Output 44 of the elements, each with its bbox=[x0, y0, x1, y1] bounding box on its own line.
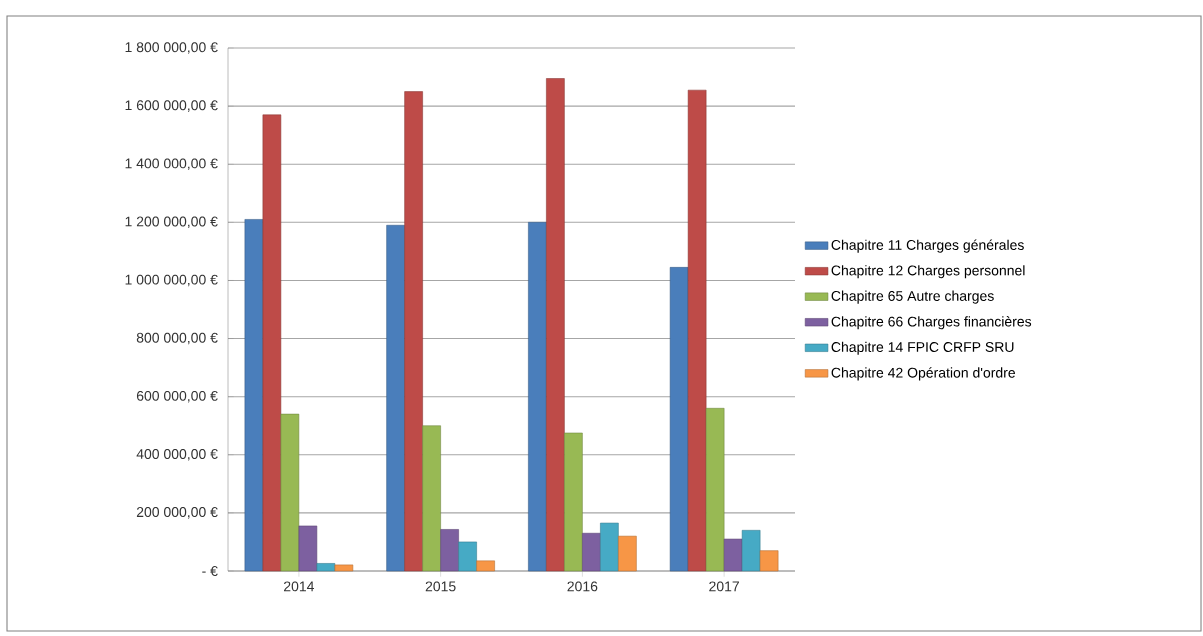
bar bbox=[244, 219, 264, 572]
legend-label: Chapitre 11 Charges générales bbox=[831, 239, 1024, 253]
bar bbox=[705, 408, 725, 572]
bar bbox=[669, 267, 689, 572]
x-tick-label: 2014 bbox=[284, 581, 315, 592]
bar bbox=[618, 535, 637, 572]
y-tick-label: 1 200 000,00 € bbox=[125, 216, 218, 229]
y-tick-label: 1 600 000,00 € bbox=[125, 100, 218, 112]
bar bbox=[741, 530, 761, 572]
bar bbox=[582, 532, 601, 572]
y-tick-label: 400 000,00 € bbox=[136, 449, 218, 461]
x-tick-label: 2017 bbox=[709, 581, 739, 592]
bar bbox=[600, 522, 619, 572]
x-tick-label: 2015 bbox=[425, 581, 456, 592]
bar bbox=[298, 525, 318, 572]
legend-label: Chapitre 14 FPIC CRFP SRU bbox=[831, 341, 1014, 355]
y-tick-label: 200 000,00 € bbox=[136, 507, 218, 519]
y-tick-label: 800 000,00 € bbox=[136, 332, 218, 345]
legend-label: Chapitre 12 Charges personnel bbox=[831, 265, 1025, 279]
y-tick-label: - € bbox=[202, 566, 218, 576]
bar bbox=[316, 563, 336, 572]
bar bbox=[687, 89, 707, 572]
bar bbox=[528, 222, 547, 572]
bar bbox=[386, 224, 405, 572]
bar bbox=[334, 564, 354, 572]
legend-label: Chapitre 66 Charges financières bbox=[831, 316, 1032, 330]
bar bbox=[280, 413, 300, 572]
bar bbox=[723, 538, 743, 572]
bar bbox=[476, 560, 495, 572]
bar bbox=[262, 114, 282, 572]
bar bbox=[759, 550, 779, 572]
bar bbox=[440, 529, 459, 572]
x-tick-label: 2016 bbox=[567, 581, 598, 592]
y-tick-label: 1 000 000,00 € bbox=[125, 274, 218, 287]
y-tick-label: 1 800 000,00 € bbox=[125, 42, 218, 54]
legend-label: Chapitre 65 Autre charges bbox=[831, 290, 994, 304]
legend-label: Chapitre 42 Opération d'ordre bbox=[831, 367, 1016, 381]
bar bbox=[458, 541, 477, 572]
bar bbox=[422, 425, 441, 572]
bar bbox=[564, 432, 583, 572]
bar bbox=[546, 78, 565, 572]
y-tick-label: 600 000,00 € bbox=[136, 390, 218, 403]
bar bbox=[404, 91, 423, 572]
y-tick-label: 1 400 000,00 € bbox=[125, 158, 218, 171]
